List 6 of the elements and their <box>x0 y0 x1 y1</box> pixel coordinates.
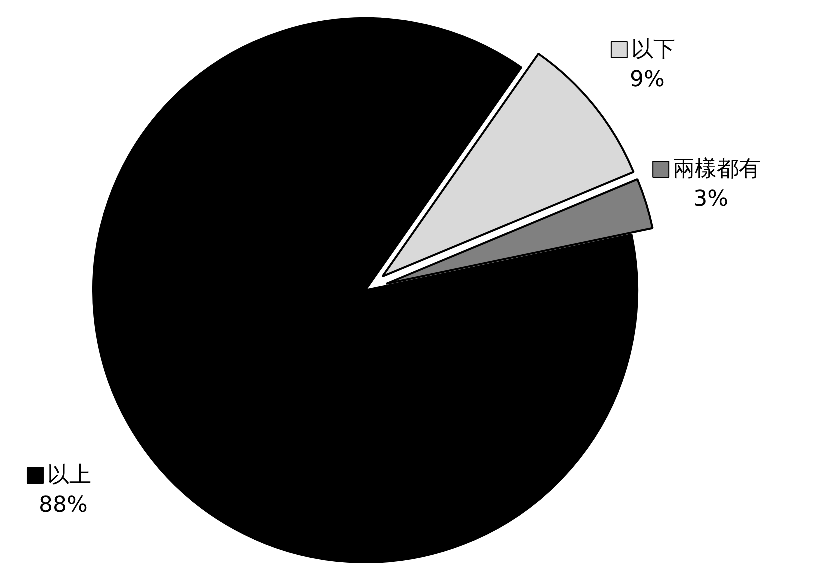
legend-label: 以下 <box>631 37 676 62</box>
data-label: 3% <box>694 187 729 212</box>
data-label: 9% <box>630 67 665 92</box>
legend-label: 兩樣都有 <box>673 157 762 182</box>
legend-label: 以上 <box>47 463 92 488</box>
data-label: 88% <box>39 493 88 518</box>
